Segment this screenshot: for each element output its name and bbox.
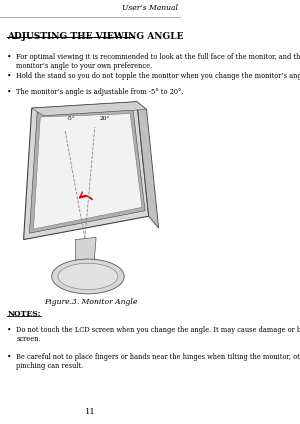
Text: Hold the stand so you do not topple the monitor when you change the monitor’s an: Hold the stand so you do not topple the …: [16, 72, 300, 80]
Ellipse shape: [52, 259, 124, 294]
Text: NOTES:: NOTES:: [7, 310, 41, 318]
Text: User’s Manual: User’s Manual: [122, 4, 178, 12]
Text: 20°: 20°: [100, 117, 110, 121]
Polygon shape: [29, 109, 145, 233]
Text: -5°: -5°: [67, 116, 76, 120]
Polygon shape: [24, 102, 149, 240]
Text: •: •: [7, 72, 12, 80]
Text: For optimal viewing it is recommended to look at the full face of the monitor, a: For optimal viewing it is recommended to…: [16, 53, 300, 70]
Text: Be careful not to place fingers or hands near the hinges when tilting the monito: Be careful not to place fingers or hands…: [16, 353, 300, 371]
Text: •: •: [7, 353, 12, 361]
Text: Do not touch the LCD screen when you change the angle. It may cause damage or br: Do not touch the LCD screen when you cha…: [16, 326, 300, 343]
Text: 11: 11: [85, 408, 96, 416]
Polygon shape: [137, 102, 159, 228]
Polygon shape: [34, 114, 142, 229]
Text: The monitor’s angle is adjustable from -5° to 20°.: The monitor’s angle is adjustable from -…: [16, 88, 184, 96]
Text: •: •: [7, 53, 12, 61]
Ellipse shape: [58, 263, 118, 290]
Text: •: •: [7, 326, 12, 334]
Text: ADJUSTING THE VIEWING ANGLE: ADJUSTING THE VIEWING ANGLE: [7, 32, 184, 41]
Text: •: •: [7, 88, 12, 96]
Text: Figure.3. Monitor Angle: Figure.3. Monitor Angle: [44, 298, 137, 306]
Polygon shape: [75, 237, 96, 273]
Polygon shape: [32, 102, 146, 116]
